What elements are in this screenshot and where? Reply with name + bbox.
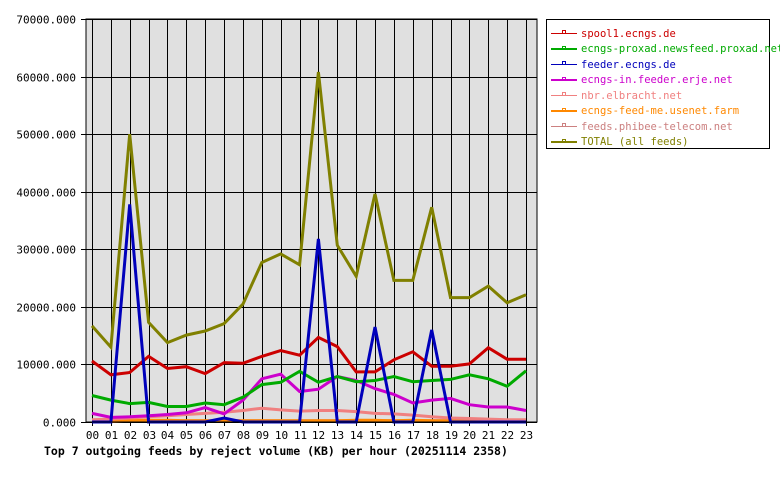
x-tick-label: 08 — [237, 429, 250, 442]
y-axis: 0.000 10000.000 20000.000 30000.000 40000.00… — [16, 14, 86, 430]
y-tick-label: 0.000 — [43, 417, 76, 430]
vertical-gridlines — [92, 19, 527, 422]
legend-item: feeder.ecngs.de — [551, 57, 769, 73]
series-total-all-feeds- — [90, 71, 527, 351]
plot-area — [86, 19, 537, 422]
x-tick-label: 07 — [218, 429, 231, 442]
legend-line-marker-icon — [551, 137, 579, 147]
legend-line-marker-icon — [551, 106, 579, 116]
legend-line-marker-icon — [551, 60, 579, 70]
x-tick-label: 20 — [463, 429, 476, 442]
y-tick-label: 60000.000 — [16, 72, 76, 85]
x-tick-label: 03 — [143, 429, 156, 442]
series-ecngs-proxad-newsfeed-proxad-net — [91, 369, 527, 408]
plot-border — [85, 18, 538, 423]
x-tick-label: 12 — [312, 429, 325, 442]
x-tick-label: 23 — [520, 429, 533, 442]
series-ecngs-in-feeder-erje-net — [91, 372, 527, 419]
y-tick-label: 40000.000 — [16, 187, 76, 200]
x-tick-label: 15 — [369, 429, 382, 442]
legend-label: ecngs-feed-me.usenet.farm — [581, 105, 740, 118]
legend-line-marker-icon — [551, 44, 579, 54]
legend-item: feeds.phibee-telecom.net — [551, 119, 769, 135]
legend-item: spool1.ecngs.de — [551, 26, 769, 42]
x-tick-label: 16 — [388, 429, 401, 442]
legend-line-marker-icon — [551, 91, 579, 101]
x-tick-label: 00 — [86, 429, 99, 442]
x-tick-label: 01 — [105, 429, 118, 442]
x-tick-label: 09 — [256, 429, 269, 442]
x-tick-label: 17 — [407, 429, 420, 442]
y-tick-label: 50000.000 — [16, 129, 76, 142]
legend-label: TOTAL (all feeds) — [581, 136, 689, 149]
legend: spool1.ecngs.de ecngs-proxad.newsfeed.pro… — [546, 19, 780, 151]
legend-label: nbr.elbracht.net — [581, 89, 683, 102]
legend-label: ecngs-in.feeder.erje.net — [581, 74, 733, 87]
legend-item: ecngs-feed-me.usenet.farm — [551, 104, 769, 120]
series-spool1-ecngs-de — [91, 335, 526, 377]
x-tick-label: 19 — [445, 429, 458, 442]
x-tick-label: 02 — [124, 429, 137, 442]
x-tick-label: 06 — [199, 429, 212, 442]
legend-item: ecngs-in.feeder.erje.net — [551, 73, 769, 89]
y-tick-label: 10000.000 — [16, 359, 76, 372]
legend-line-marker-icon — [551, 75, 579, 85]
chart-title: Top 7 outgoing feeds by reject volume (K… — [44, 444, 508, 458]
y-tick-label: 70000.000 — [16, 14, 76, 27]
legend-item: ecngs-proxad.newsfeed.proxad.net — [551, 42, 780, 58]
x-tick-label: 05 — [180, 429, 193, 442]
legend-item: nbr.elbracht.net — [551, 88, 769, 104]
legend-line-marker-icon — [551, 29, 579, 39]
legend-label: ecngs-proxad.newsfeed.proxad.net — [581, 43, 780, 56]
legend-line-marker-icon — [551, 122, 579, 132]
legend-label: spool1.ecngs.de — [581, 27, 676, 40]
x-tick-label: 10 — [275, 429, 288, 442]
x-tick-label: 04 — [161, 429, 175, 442]
legend-label: feeds.phibee-telecom.net — [581, 120, 733, 133]
x-axis: 00 01 02 03 04 05 06 07 08 09 10 11 12 13 14 15 16 17 18 19… — [86, 422, 533, 442]
y-tick-label: 30000.000 — [16, 244, 76, 257]
legend-item: TOTAL (all feeds) — [551, 135, 769, 151]
x-tick-label: 21 — [482, 429, 495, 442]
y-tick-label: 20000.000 — [16, 302, 76, 315]
x-tick-label: 11 — [294, 429, 307, 442]
x-tick-label: 14 — [350, 429, 364, 442]
x-tick-label: 22 — [501, 429, 514, 442]
x-tick-label: 13 — [331, 429, 344, 442]
x-tick-label: 18 — [426, 429, 439, 442]
legend-label: feeder.ecngs.de — [581, 58, 676, 71]
